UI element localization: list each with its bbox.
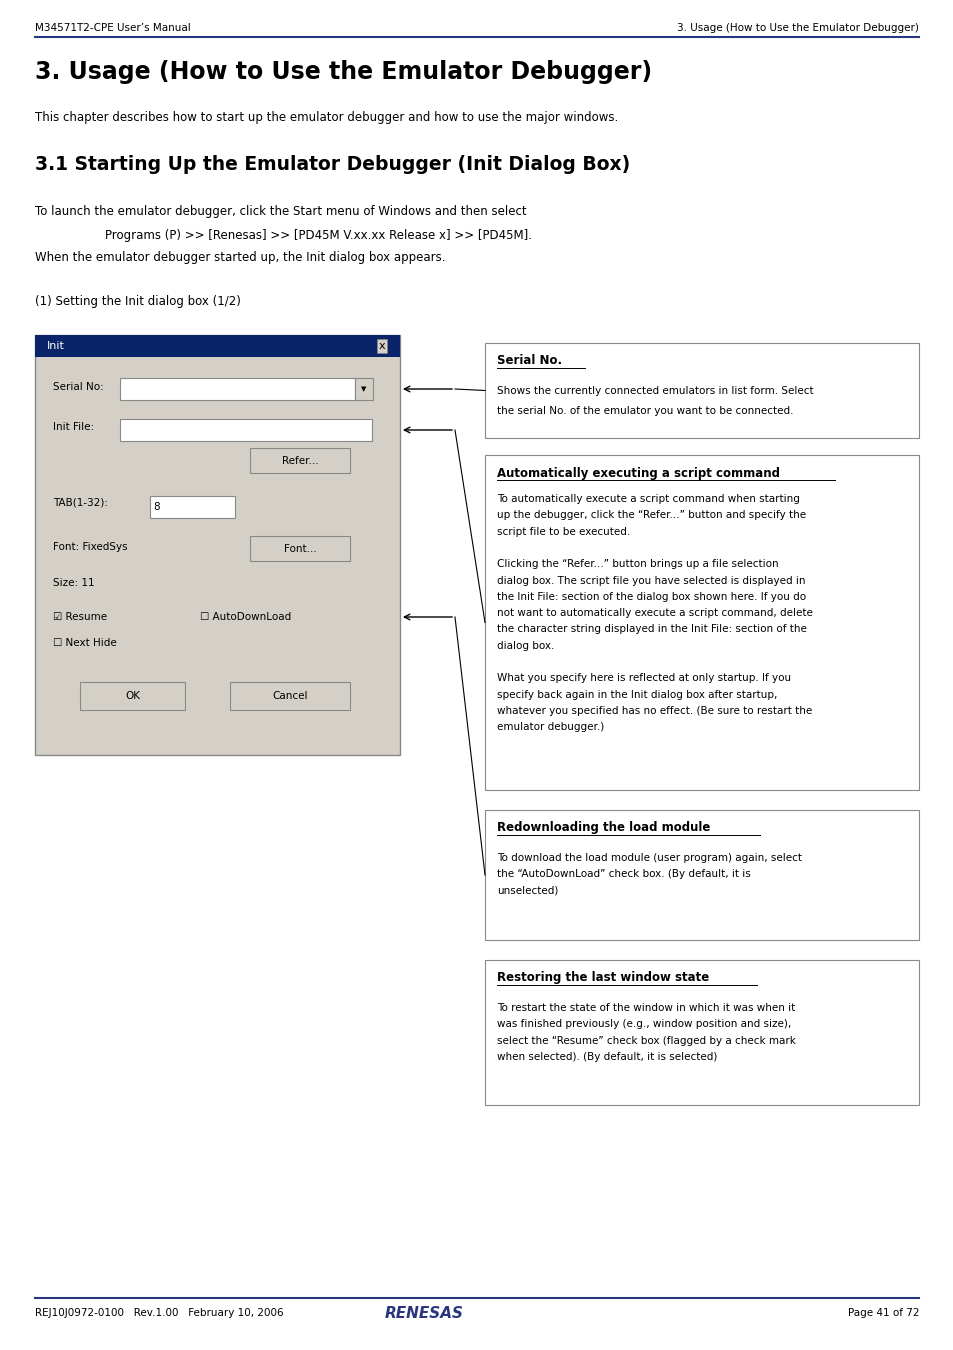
Text: OK: OK: [125, 691, 140, 701]
Text: Automatically executing a script command: Automatically executing a script command: [497, 467, 780, 479]
Text: 3. Usage (How to Use the Emulator Debugger): 3. Usage (How to Use the Emulator Debugg…: [35, 59, 652, 84]
Text: Init File:: Init File:: [53, 423, 94, 432]
Text: When the emulator debugger started up, the Init dialog box appears.: When the emulator debugger started up, t…: [35, 251, 445, 263]
Text: unselected): unselected): [497, 886, 558, 895]
Text: Size: 11: Size: 11: [53, 578, 94, 589]
Text: Restoring the last window state: Restoring the last window state: [497, 972, 708, 984]
Text: dialog box.: dialog box.: [497, 641, 554, 651]
Text: (1) Setting the Init dialog box (1/2): (1) Setting the Init dialog box (1/2): [35, 296, 240, 309]
Text: Font: FixedSys: Font: FixedSys: [53, 541, 128, 552]
Text: 3. Usage (How to Use the Emulator Debugger): 3. Usage (How to Use the Emulator Debugg…: [677, 23, 918, 32]
Text: TAB(1-32):: TAB(1-32):: [53, 498, 108, 508]
Text: ☐ Next Hide: ☐ Next Hide: [53, 639, 116, 648]
FancyBboxPatch shape: [484, 343, 918, 437]
Text: Cancel: Cancel: [272, 691, 308, 701]
FancyBboxPatch shape: [80, 682, 185, 710]
Text: dialog box. The script file you have selected is displayed in: dialog box. The script file you have sel…: [497, 575, 804, 586]
Text: Refer...: Refer...: [281, 456, 318, 466]
FancyBboxPatch shape: [250, 448, 350, 472]
Text: when selected). (By default, it is selected): when selected). (By default, it is selec…: [497, 1052, 717, 1062]
Text: REJ10J0972-0100   Rev.1.00   February 10, 2006: REJ10J0972-0100 Rev.1.00 February 10, 20…: [35, 1308, 283, 1318]
Text: not want to automatically execute a script command, delete: not want to automatically execute a scri…: [497, 608, 812, 618]
FancyBboxPatch shape: [35, 335, 399, 755]
Text: RENESAS: RENESAS: [385, 1305, 463, 1320]
FancyBboxPatch shape: [230, 682, 350, 710]
Text: To download the load module (user program) again, select: To download the load module (user progra…: [497, 853, 801, 863]
FancyBboxPatch shape: [150, 495, 234, 518]
Text: 8: 8: [152, 502, 159, 512]
FancyBboxPatch shape: [120, 378, 355, 400]
Text: Page 41 of 72: Page 41 of 72: [846, 1308, 918, 1318]
FancyBboxPatch shape: [355, 378, 373, 400]
FancyBboxPatch shape: [484, 455, 918, 790]
Text: Programs (P) >> [Renesas] >> [PD45M V.xx.xx Release x] >> [PD45M].: Programs (P) >> [Renesas] >> [PD45M V.xx…: [105, 228, 532, 242]
Text: the Init File: section of the dialog box shown here. If you do: the Init File: section of the dialog box…: [497, 591, 805, 602]
Text: emulator debugger.): emulator debugger.): [497, 722, 603, 732]
FancyBboxPatch shape: [484, 810, 918, 940]
Text: To restart the state of the window in which it was when it: To restart the state of the window in wh…: [497, 1003, 795, 1012]
Text: This chapter describes how to start up the emulator debugger and how to use the : This chapter describes how to start up t…: [35, 112, 618, 124]
Text: ☑ Resume: ☑ Resume: [53, 612, 107, 622]
Text: was finished previously (e.g., window position and size),: was finished previously (e.g., window po…: [497, 1019, 790, 1029]
Text: up the debugger, click the “Refer...” button and specify the: up the debugger, click the “Refer...” bu…: [497, 510, 805, 520]
Text: select the “Resume” check box (flagged by a check mark: select the “Resume” check box (flagged b…: [497, 1035, 795, 1046]
Text: the “AutoDownLoad” check box. (By default, it is: the “AutoDownLoad” check box. (By defaul…: [497, 869, 750, 879]
FancyBboxPatch shape: [484, 960, 918, 1106]
FancyBboxPatch shape: [250, 536, 350, 562]
Text: What you specify here is reflected at only startup. If you: What you specify here is reflected at on…: [497, 674, 790, 683]
Text: ▼: ▼: [361, 386, 366, 391]
Text: whatever you specified has no effect. (Be sure to restart the: whatever you specified has no effect. (B…: [497, 706, 811, 716]
Text: M34571T2-CPE User’s Manual: M34571T2-CPE User’s Manual: [35, 23, 191, 32]
Text: Serial No.: Serial No.: [497, 355, 561, 367]
Text: ☐ AutoDownLoad: ☐ AutoDownLoad: [200, 612, 291, 622]
Text: Init: Init: [47, 342, 65, 351]
Text: 3.1 Starting Up the Emulator Debugger (Init Dialog Box): 3.1 Starting Up the Emulator Debugger (I…: [35, 155, 630, 174]
Text: To automatically execute a script command when starting: To automatically execute a script comman…: [497, 494, 799, 504]
Text: x: x: [378, 342, 385, 351]
Text: Font...: Font...: [283, 544, 316, 554]
FancyBboxPatch shape: [120, 418, 372, 441]
Text: Clicking the “Refer...” button brings up a file selection: Clicking the “Refer...” button brings up…: [497, 559, 778, 570]
Text: the serial No. of the emulator you want to be connected.: the serial No. of the emulator you want …: [497, 406, 793, 416]
Text: To launch the emulator debugger, click the Start menu of Windows and then select: To launch the emulator debugger, click t…: [35, 205, 526, 219]
Text: Redownloading the load module: Redownloading the load module: [497, 822, 710, 834]
Text: script file to be executed.: script file to be executed.: [497, 526, 630, 536]
Text: Shows the currently connected emulators in list form. Select: Shows the currently connected emulators …: [497, 386, 813, 396]
FancyBboxPatch shape: [35, 335, 399, 356]
Text: the character string displayed in the Init File: section of the: the character string displayed in the In…: [497, 625, 806, 634]
Text: specify back again in the Init dialog box after startup,: specify back again in the Init dialog bo…: [497, 690, 777, 699]
Text: Serial No:: Serial No:: [53, 382, 104, 391]
